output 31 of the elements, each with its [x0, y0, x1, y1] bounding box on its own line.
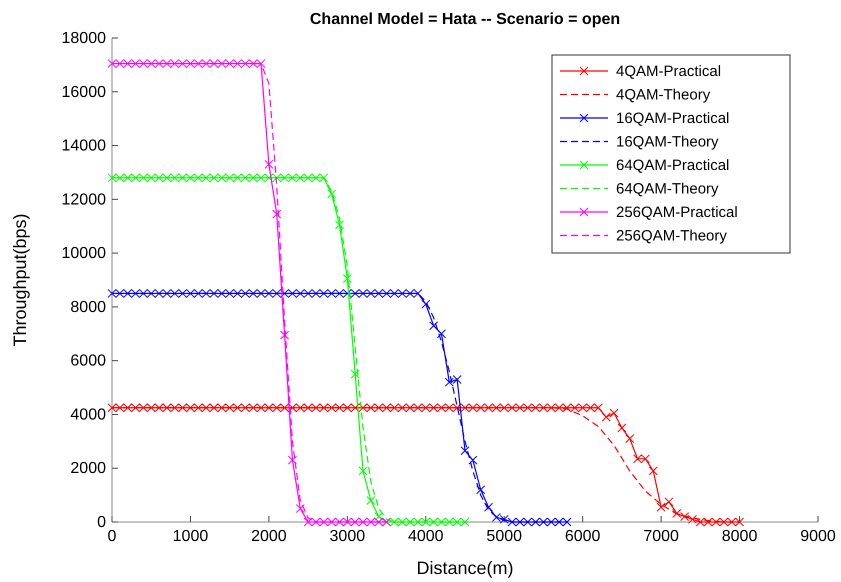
chart-title: Channel Model = Hata -- Scenario = open	[310, 11, 620, 28]
x-tick-label: 5000	[486, 528, 522, 545]
y-tick-label: 12000	[62, 191, 106, 208]
x-tick-label: 6000	[564, 528, 601, 545]
x-tick-label: 0	[108, 528, 117, 545]
x-tick-label: 7000	[643, 528, 680, 545]
y-tick-label: 14000	[62, 138, 106, 155]
x-tick-label: 4000	[408, 528, 444, 545]
y-tick-label: 6000	[70, 352, 106, 370]
x-axis-title: Distance(m)	[416, 558, 514, 578]
y-tick-label: 18000	[62, 30, 106, 47]
x-tick-label: 3000	[330, 528, 366, 545]
legend-label: 64QAM-Practical	[616, 157, 730, 174]
legend-label: 16QAM-Practical	[616, 110, 730, 127]
x-tick-label: 1000	[172, 528, 208, 545]
legend-label: 256QAM-Theory	[616, 228, 728, 244]
x-tick-label: 9000	[800, 528, 836, 545]
legend-label: 16QAM-Theory	[616, 134, 720, 150]
legend-label: 4QAM-Practical	[616, 63, 722, 80]
y-tick-label: 8000	[70, 298, 106, 316]
y-tick-label: 10000	[62, 245, 106, 262]
y-axis-title: Throughput(bps)	[10, 213, 30, 347]
x-tick-label: 2000	[251, 528, 287, 545]
y-tick-label: 0	[97, 514, 106, 531]
y-tick-label: 16000	[62, 84, 106, 101]
x-tick-label: 8000	[722, 528, 758, 545]
y-tick-label: 4000	[70, 406, 106, 424]
y-tick-label: 2000	[70, 460, 106, 478]
legend-label: 256QAM-Practical	[616, 204, 738, 221]
legend-label: 64QAM-Theory	[616, 180, 720, 198]
legend-label: 4QAM-Theory	[616, 86, 711, 104]
